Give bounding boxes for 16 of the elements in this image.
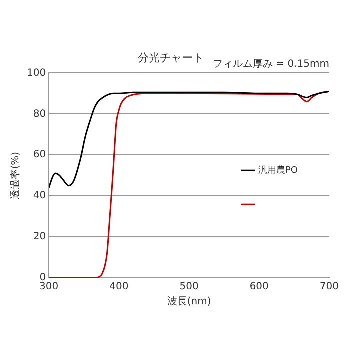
y-tick-label: 80 [33, 108, 46, 120]
x-tick-label: 400 [110, 282, 129, 293]
legend-label: 汎用農PO [258, 164, 298, 176]
text: フィルム厚み = 0.15mm [212, 58, 330, 70]
y-tick-label: 100 [26, 68, 46, 79]
y-axis-title: 透過率(%) [10, 152, 22, 200]
x-tick-label: 500 [180, 282, 199, 293]
y-tick-label: 60 [33, 150, 46, 161]
line-series [49, 90, 330, 189]
x-tick-label: 600 [250, 282, 269, 293]
y-tick-label: 40 [33, 190, 46, 202]
x-axis-title: 波長(nm) [167, 296, 212, 308]
y-tick-label: 20 [33, 232, 46, 243]
x-tick-label: 700 [320, 282, 340, 293]
x-tick-label: 300 [40, 282, 59, 293]
chart-title: 分光チャート [138, 51, 204, 64]
